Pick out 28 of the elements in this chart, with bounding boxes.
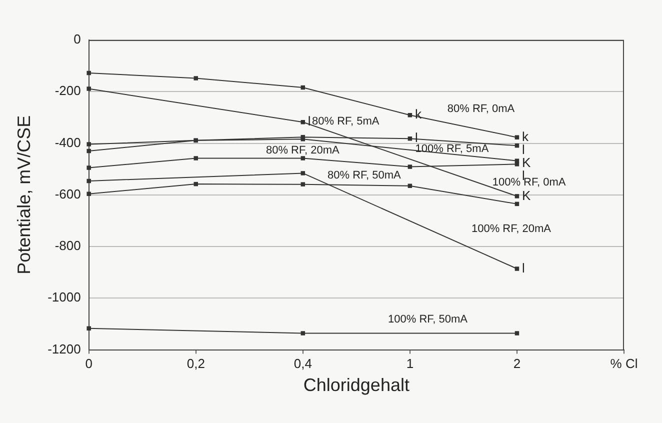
annotation: 80% RF, 50mA: [328, 170, 402, 182]
x-tick-label: 0: [85, 356, 92, 372]
y-tick-label: -1200: [48, 341, 81, 356]
y-axis-title: Potentiale, mV/CSE: [14, 115, 34, 274]
y-tick-label: 0: [74, 32, 81, 47]
annotation: 100% RF, 20mA: [471, 223, 552, 236]
x-tick-label: 0,2: [186, 356, 205, 372]
data-label: l: [522, 260, 525, 276]
annotation: 80% RF, 0mA: [447, 102, 516, 115]
annotation: 80% RF, 20mA: [266, 144, 340, 156]
data-label: l: [308, 114, 311, 129]
y-tick-label: -800: [54, 238, 81, 254]
data-label: l: [414, 130, 418, 146]
data-label: K: [522, 188, 531, 203]
x-axis-title: Chloridgehalt: [303, 375, 410, 396]
x-tick-label: 1: [406, 356, 414, 372]
y-tick-label: -1000: [48, 290, 81, 305]
y-tick-label: -200: [54, 83, 81, 98]
data-label: K: [522, 154, 531, 170]
y-tick-label: -600: [54, 186, 81, 202]
annotation: 100% RF, 50mA: [388, 313, 468, 326]
x-tick-label: 2: [513, 356, 521, 372]
y-tick-label: -400: [54, 134, 81, 150]
data-label: l: [522, 142, 525, 157]
x-tick-label: % Cl: [610, 356, 638, 372]
data-label: k: [522, 128, 529, 144]
annotation: 80% RF, 5mA: [312, 116, 380, 128]
x-tick-label: 0,4: [294, 356, 312, 372]
